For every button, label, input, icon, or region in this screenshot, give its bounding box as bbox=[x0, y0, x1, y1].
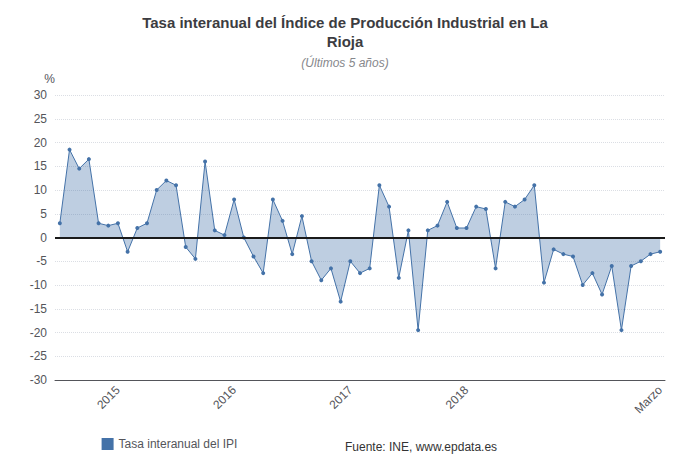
svg-text:2018: 2018 bbox=[443, 383, 472, 412]
svg-text:5: 5 bbox=[40, 207, 47, 221]
svg-text:-30: -30 bbox=[30, 373, 48, 387]
svg-text:2016: 2016 bbox=[210, 383, 239, 412]
svg-text:15: 15 bbox=[34, 159, 48, 173]
svg-text:2015: 2015 bbox=[94, 383, 123, 412]
svg-text:%: % bbox=[44, 72, 55, 86]
svg-text:20: 20 bbox=[34, 136, 48, 150]
svg-text:-20: -20 bbox=[30, 326, 48, 340]
svg-text:-10: -10 bbox=[30, 278, 48, 292]
svg-text:2017: 2017 bbox=[327, 383, 356, 412]
svg-text:-25: -25 bbox=[30, 349, 48, 363]
svg-text:(Últimos 5 años): (Últimos 5 años) bbox=[301, 55, 388, 70]
svg-text:10: 10 bbox=[34, 183, 48, 197]
svg-text:Tasa interanual del IPI: Tasa interanual del IPI bbox=[119, 437, 238, 451]
svg-text:25: 25 bbox=[34, 112, 48, 126]
svg-text:0: 0 bbox=[40, 231, 47, 245]
svg-text:30: 30 bbox=[34, 88, 48, 102]
svg-text:Fuente: INE, www.epdata.es: Fuente: INE, www.epdata.es bbox=[345, 440, 497, 454]
svg-text:Marzo: Marzo bbox=[632, 383, 666, 417]
svg-text:Rioja: Rioja bbox=[327, 33, 364, 50]
svg-text:-15: -15 bbox=[30, 302, 48, 316]
svg-text:Tasa interanual del Índice de: Tasa interanual del Índice de Producción… bbox=[142, 14, 548, 31]
svg-text:-5: -5 bbox=[36, 254, 47, 268]
